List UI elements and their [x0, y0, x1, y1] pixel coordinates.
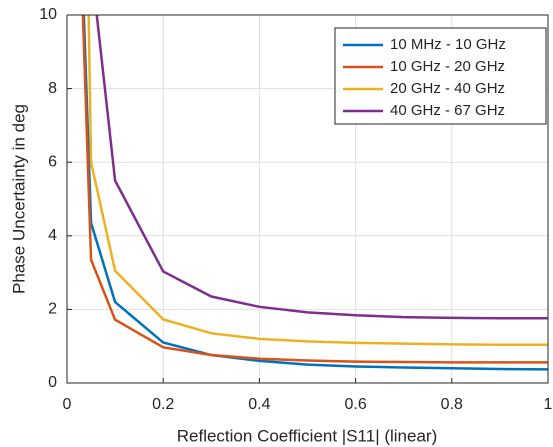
x-tick-label: 0: [63, 396, 72, 413]
y-tick-label: 4: [48, 227, 57, 244]
x-tick-label: 1: [544, 396, 553, 413]
legend-label: 10 MHz - 10 GHz: [390, 36, 506, 53]
legend-label: 20 GHz - 40 GHz: [390, 80, 505, 97]
legend: 10 MHz - 10 GHz 10 GHz - 20 GHz 20 GHz - 4…: [334, 27, 547, 125]
x-tick-label: 0.2: [152, 396, 174, 413]
y-tick-label: 2: [48, 301, 57, 318]
x-axis-label: Reflection Coefficient |S11| (linear): [177, 426, 438, 445]
series-line: [95, 15, 548, 320]
y-tick-label: 10: [39, 6, 57, 23]
series-line: [81, 15, 548, 364]
legend-label: 10 GHz - 20 GHz: [390, 58, 505, 75]
series-line: [82, 15, 548, 371]
axes-box: [66, 14, 549, 384]
y-tick-label: 6: [48, 153, 57, 170]
y-axis-label: Phase Uncertainty in deg: [9, 104, 28, 294]
lines: [81, 15, 548, 371]
x-tick-label: 0.4: [248, 396, 270, 413]
series-line: [87, 15, 548, 346]
x-tick-label: 0.8: [441, 396, 463, 413]
legend-label: 40 GHz - 67 GHz: [390, 102, 505, 119]
y-tick-label: 0: [48, 374, 57, 391]
y-tick-label: 8: [48, 80, 57, 97]
x-tick-label: 0.6: [344, 396, 366, 413]
